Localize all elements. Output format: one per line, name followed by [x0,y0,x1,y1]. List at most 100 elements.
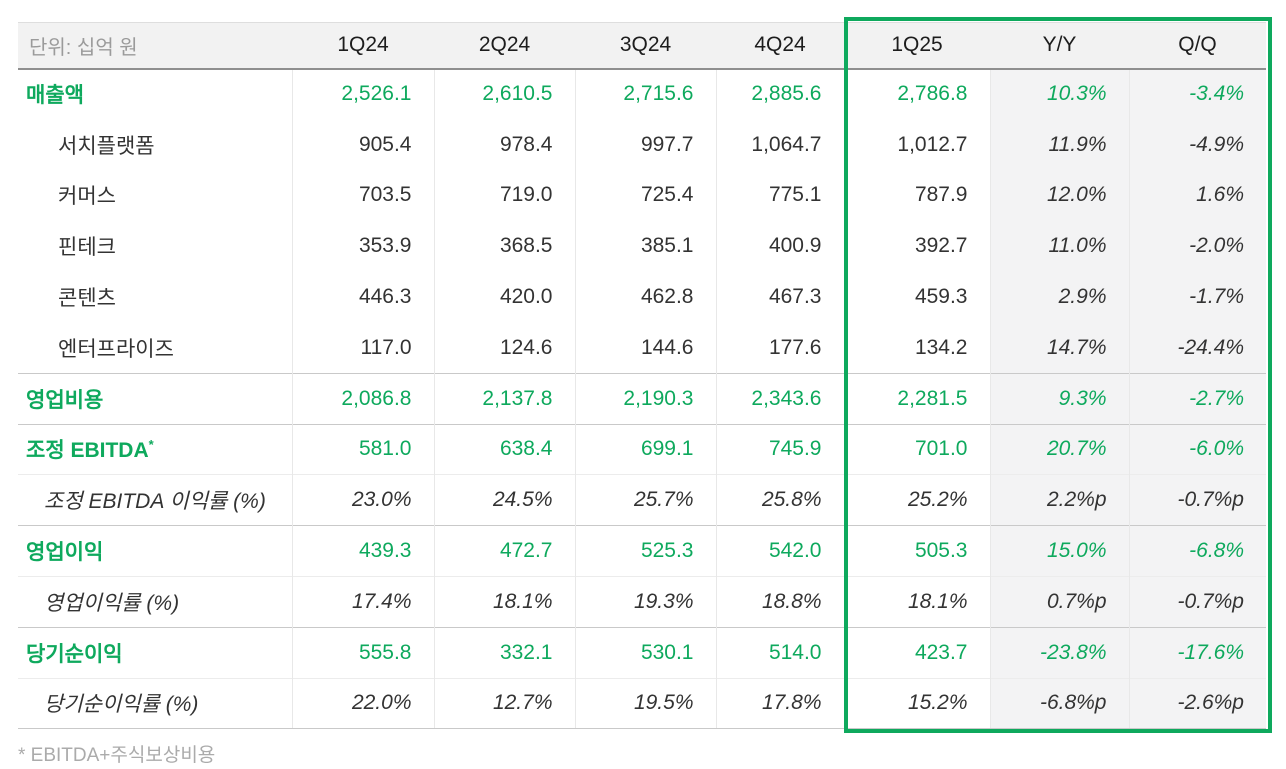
row-adjusted-ebitda-margin: 조정 EBITDA 이익률 (%) 23.0% 24.5% 25.7% 25.8% 25.… [18,474,1266,526]
cell-fintech-3q24: 385.1 [574,220,716,272]
table-body: 매출액 2,526.1 2,610.5 2,715.6 2,885.6 2,786.8 10… [18,68,1266,730]
row-label-net-margin: 당기순이익률 (%) [18,677,292,730]
row-revenue: 매출액 2,526.1 2,610.5 2,715.6 2,885.6 2,786.8 10… [18,68,1266,120]
cell-net-profit-1q25: 423.7 [843,626,990,679]
cell-operating-margin-3q24: 19.3% [574,575,716,628]
footnote: * EBITDA+주식보상비용 [18,745,216,766]
row-search-platform: 서치플랫폼 905.4 978.4 997.7 1,064.7 1,012.7 11.9% -… [18,119,1266,171]
cell-adjusted-ebitda-4q24: 745.9 [715,423,844,475]
cell-net-profit-qq: -17.6% [1128,626,1266,679]
cell-adjusted-ebitda-qq: -6.0% [1128,423,1266,475]
cell-adjusted-ebitda-yy: 20.7% [989,423,1129,475]
row-contents: 콘텐츠 446.3 420.0 462.8 467.3 459.3 2.9% -1.7% [18,271,1266,323]
cell-commerce-2q24: 719.0 [433,170,575,221]
row-label-revenue: 매출액 [18,68,292,120]
cell-revenue-4q24: 2,885.6 [715,68,844,120]
cell-operating-margin-2q24: 18.1% [433,575,575,628]
cell-revenue-2q24: 2,610.5 [433,68,575,120]
cell-adjusted-ebitda-margin-yy: 2.2%p [989,474,1129,526]
cell-fintech-1q24: 353.9 [291,220,434,272]
row-label-contents: 콘텐츠 [18,271,292,323]
row-label-operating-profit: 영업이익 [18,525,292,577]
cell-fintech-4q24: 400.9 [715,220,844,272]
cell-search-platform-4q24: 1,064.7 [715,119,844,171]
row-operating-margin: 영업이익률 (%) 17.4% 18.1% 19.3% 18.8% 18.1% 0.7%p -… [18,575,1266,628]
cell-contents-qq: -1.7% [1128,271,1266,323]
cell-enterprise-3q24: 144.6 [574,322,716,374]
cell-operating-expenses-yy: 9.3% [989,372,1129,425]
cell-commerce-3q24: 725.4 [574,170,716,221]
cell-enterprise-4q24: 177.6 [715,322,844,374]
financial-table: 단위: 십억 원 1Q24 2Q24 3Q24 4Q24 1Q25 Y/Y Q/Q 매출액 2… [18,22,1266,730]
cell-adjusted-ebitda-3q24: 699.1 [574,423,716,475]
col-header-1q25: 1Q25 [844,22,990,70]
cell-operating-margin-qq: -0.7%p [1128,575,1266,628]
cell-fintech-1q25: 392.7 [843,220,990,272]
row-fintech: 핀테크 353.9 368.5 385.1 400.9 392.7 11.0% -2.0% [18,220,1266,272]
cell-adjusted-ebitda-1q25: 701.0 [843,423,990,475]
cell-operating-expenses-1q24: 2,086.8 [291,372,434,425]
cell-search-platform-1q25: 1,012.7 [843,119,990,171]
cell-net-margin-2q24: 12.7% [433,677,575,730]
cell-operating-profit-1q24: 439.3 [291,525,434,577]
cell-net-profit-3q24: 530.1 [574,626,716,679]
cell-operating-profit-2q24: 472.7 [433,525,575,577]
cell-adjusted-ebitda-margin-1q24: 23.0% [291,474,434,526]
row-label-adjusted-ebitda: 조정 EBITDA* [18,423,292,475]
col-header-3q24: 3Q24 [575,22,716,70]
cell-fintech-yy: 11.0% [989,220,1129,272]
cell-contents-4q24: 467.3 [715,271,844,323]
row-adjusted-ebitda: 조정 EBITDA* 581.0 638.4 699.1 745.9 701.0 20.7%… [18,423,1266,475]
cell-adjusted-ebitda-margin-qq: -0.7%p [1128,474,1266,526]
col-header-2q24: 2Q24 [434,22,575,70]
cell-revenue-1q24: 2,526.1 [291,68,434,120]
row-enterprise: 엔터프라이즈 117.0 124.6 144.6 177.6 134.2 14.7% -24.… [18,322,1266,374]
unit-label: 단위: 십억 원 [18,22,292,70]
row-label-adjusted-ebitda-margin: 조정 EBITDA 이익률 (%) [18,474,292,526]
cell-operating-profit-4q24: 542.0 [715,525,844,577]
row-label-operating-margin: 영업이익률 (%) [18,575,292,628]
col-header-qq: Q/Q [1129,22,1266,70]
row-label-commerce: 커머스 [18,170,292,221]
cell-operating-profit-yy: 15.0% [989,525,1129,577]
cell-revenue-3q24: 2,715.6 [574,68,716,120]
cell-operating-profit-1q25: 505.3 [843,525,990,577]
cell-search-platform-yy: 11.9% [989,119,1129,171]
cell-revenue-1q25: 2,786.8 [843,68,990,120]
cell-operating-profit-qq: -6.8% [1128,525,1266,577]
row-label-enterprise: 엔터프라이즈 [18,322,292,374]
cell-enterprise-1q24: 117.0 [291,322,434,374]
footnote-asterisk: * [148,437,154,453]
cell-commerce-1q25: 787.9 [843,170,990,221]
cell-net-margin-4q24: 17.8% [715,677,844,730]
cell-contents-2q24: 420.0 [433,271,575,323]
cell-net-margin-1q24: 22.0% [291,677,434,730]
cell-fintech-qq: -2.0% [1128,220,1266,272]
cell-revenue-qq: -3.4% [1128,68,1266,120]
row-commerce: 커머스 703.5 719.0 725.4 775.1 787.9 12.0% 1.6% [18,170,1266,221]
cell-operating-expenses-2q24: 2,137.8 [433,372,575,425]
cell-adjusted-ebitda-margin-3q24: 25.7% [574,474,716,526]
cell-contents-yy: 2.9% [989,271,1129,323]
row-operating-expenses: 영업비용 2,086.8 2,137.8 2,190.3 2,343.6 2,281.5 9… [18,372,1266,425]
cell-operating-expenses-qq: -2.7% [1128,372,1266,425]
cell-operating-expenses-4q24: 2,343.6 [715,372,844,425]
cell-net-margin-1q25: 15.2% [843,677,990,730]
cell-enterprise-qq: -24.4% [1128,322,1266,374]
cell-operating-profit-3q24: 525.3 [574,525,716,577]
quarterly-financials-table: 단위: 십억 원 1Q24 2Q24 3Q24 4Q24 1Q25 Y/Y Q/Q 매출액 2… [18,17,1272,733]
col-header-1q24: 1Q24 [292,22,434,70]
cell-net-margin-qq: -2.6%p [1128,677,1266,730]
row-label-operating-expenses: 영업비용 [18,372,292,425]
cell-operating-margin-yy: 0.7%p [989,575,1129,628]
cell-operating-margin-4q24: 18.8% [715,575,844,628]
row-label-search-platform: 서치플랫폼 [18,119,292,171]
row-label-net-profit: 당기순이익 [18,626,292,679]
col-header-4q24: 4Q24 [716,22,844,70]
cell-contents-3q24: 462.8 [574,271,716,323]
row-net-margin: 당기순이익률 (%) 22.0% 12.7% 19.5% 17.8% 15.2% -6.8%… [18,677,1266,730]
header-row: 단위: 십억 원 1Q24 2Q24 3Q24 4Q24 1Q25 Y/Y Q/Q [18,22,1266,70]
cell-adjusted-ebitda-margin-1q25: 25.2% [843,474,990,526]
col-header-yy: Y/Y [990,22,1129,70]
